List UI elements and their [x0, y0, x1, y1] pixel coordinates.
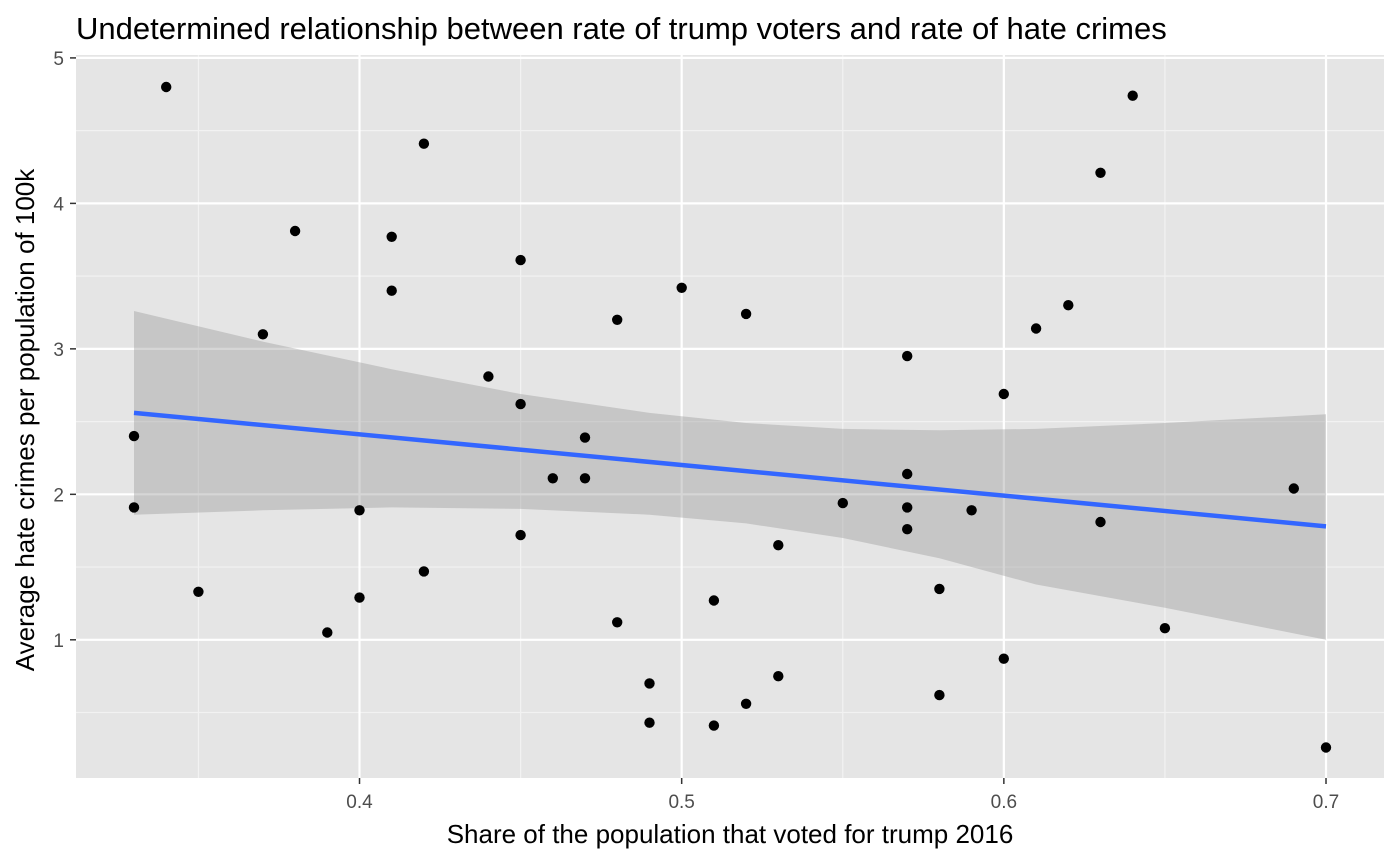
data-point [708, 720, 720, 731]
data-point [257, 329, 269, 340]
data-point [902, 468, 913, 480]
data-point [902, 524, 913, 535]
data-point [708, 595, 720, 606]
data-point [515, 398, 526, 410]
data-point [515, 529, 526, 541]
data-point [128, 502, 140, 513]
data-point [515, 254, 526, 266]
data-point [773, 540, 784, 551]
data-point [289, 225, 301, 237]
data-point [1095, 516, 1106, 528]
y-tick-label: 1 [53, 631, 64, 652]
x-tick-label: 0.4 [346, 792, 373, 813]
x-tick-label: 0.6 [991, 792, 1017, 813]
data-point [837, 497, 848, 509]
data-point [902, 502, 913, 513]
x-tick-label: 0.5 [668, 792, 694, 813]
data-point [612, 617, 623, 628]
data-point [386, 285, 397, 296]
data-points [128, 81, 1332, 753]
data-point [934, 583, 945, 595]
major-gridlines [76, 55, 1384, 778]
y-axis: 1 2 3 4 5 [53, 49, 76, 652]
data-point [354, 592, 365, 603]
data-point [644, 678, 655, 689]
data-point [998, 653, 1009, 664]
data-point [354, 505, 365, 516]
data-point [1288, 483, 1300, 494]
data-point [128, 430, 140, 442]
y-axis-title: Average hate crimes per population of 10… [10, 168, 40, 672]
data-point [1159, 623, 1171, 634]
data-point [740, 308, 752, 320]
data-point [483, 371, 494, 382]
data-point [934, 689, 945, 701]
data-point [1095, 167, 1106, 178]
data-point [386, 231, 397, 242]
data-point [902, 350, 913, 362]
data-point [644, 717, 655, 728]
data-point [740, 698, 752, 709]
data-point [1063, 300, 1074, 311]
y-tick-label: 4 [53, 194, 64, 215]
data-point [1030, 323, 1042, 334]
data-point [418, 138, 430, 149]
data-point [418, 566, 430, 577]
data-point [1127, 90, 1138, 101]
plot-panel [76, 55, 1384, 778]
x-axis-title: Share of the population that voted for t… [447, 819, 1014, 849]
data-point [547, 473, 558, 484]
x-tick-label: 0.7 [1313, 792, 1339, 813]
data-point [161, 81, 172, 93]
data-point [1320, 742, 1332, 753]
confidence-band-layer [134, 311, 1326, 640]
data-point [322, 627, 333, 638]
data-point [579, 473, 591, 484]
trend-line [133, 410, 1327, 529]
data-point [998, 388, 1009, 400]
data-point [966, 505, 977, 516]
data-point [579, 432, 591, 443]
data-point [773, 671, 784, 682]
data-point [612, 314, 623, 325]
minor-gridlines [76, 55, 1384, 778]
y-tick-label: 5 [53, 49, 64, 70]
y-tick-label: 2 [53, 485, 64, 506]
y-tick-label: 3 [53, 340, 64, 361]
trend-line-layer [133, 410, 1327, 529]
chart-title: Undetermined relationship between rate o… [76, 11, 1167, 46]
data-point [193, 586, 204, 597]
confidence-band [134, 311, 1326, 640]
x-axis: 0.4 0.5 0.6 0.7 [346, 778, 1339, 813]
data-point [676, 282, 687, 293]
